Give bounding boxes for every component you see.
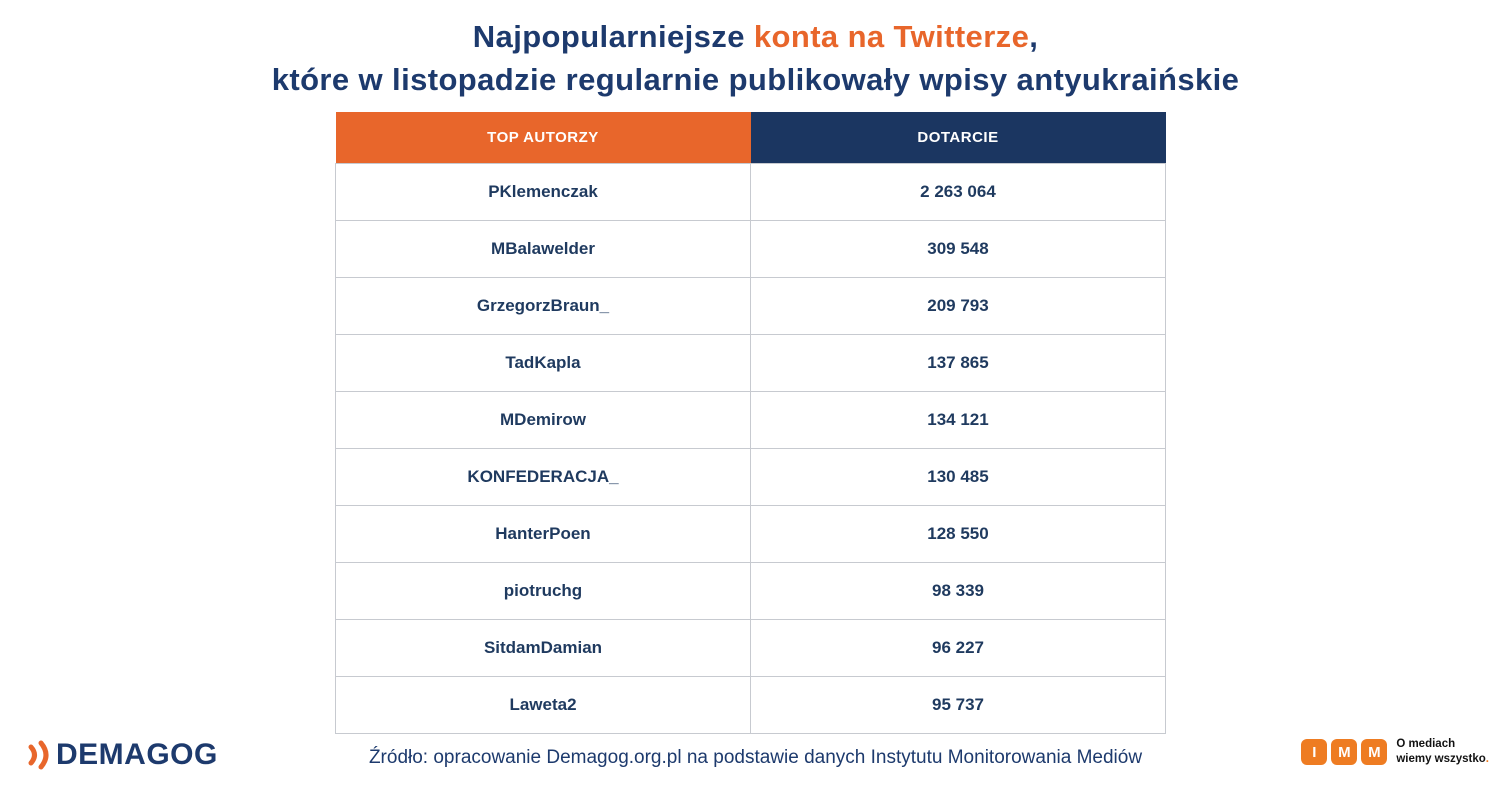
title-line-2: które w listopadzie regularnie publikowa… <box>271 61 1240 97</box>
data-table: TOP AUTORZY DOTARCIE PKlemenczak 2 263 06… <box>335 112 1166 734</box>
demagog-logo-text: DEMAGOG <box>56 738 218 771</box>
imm-letter-box-2: M <box>1331 739 1358 766</box>
reach-cell: 209 793 <box>750 276 1166 335</box>
author-cell: MDemirow <box>335 390 751 449</box>
table-row: SitdamDamian 96 227 <box>335 618 1166 677</box>
reach-cell: 134 121 <box>750 390 1166 449</box>
author-cell: KONFEDERACJA_ <box>335 447 751 506</box>
data-table-container: TOP AUTORZY DOTARCIE PKlemenczak 2 263 06… <box>335 112 1166 734</box>
imm-letter-m1: M <box>1338 743 1351 761</box>
imm-tagline: O mediach wiemy wszystko. <box>1396 737 1489 767</box>
reach-cell: 137 865 <box>750 333 1166 392</box>
reach-cell: 2 263 064 <box>750 162 1166 221</box>
demagog-logo-icon <box>28 740 49 770</box>
reach-cell: 128 550 <box>750 504 1166 563</box>
footer: DEMAGOG Źródło: opracowanie Demagog.org.… <box>0 725 1511 785</box>
imm-letter-m2: M <box>1368 743 1381 761</box>
demagog-logo: DEMAGOG <box>24 737 218 773</box>
author-cell: piotruchg <box>335 561 751 620</box>
author-cell: GrzegorzBraun_ <box>335 276 751 335</box>
author-cell: HanterPoen <box>335 504 751 563</box>
imm-tagline-line-1: O mediach <box>1396 738 1456 751</box>
reach-cell: 95 737 <box>750 675 1166 734</box>
imm-letter-box-1: I <box>1301 739 1328 766</box>
table-row: HanterPoen 128 550 <box>335 504 1166 563</box>
title-text-prefix: Najpopularniejsze <box>472 19 754 54</box>
imm-tagline-dot: . <box>1485 753 1489 766</box>
author-cell: MBalawelder <box>335 219 751 278</box>
table-row: TadKapla 137 865 <box>335 333 1166 392</box>
imm-letter-i: I <box>1312 743 1317 761</box>
imm-tagline-line-2: wiemy wszystko. <box>1396 752 1489 767</box>
reach-cell: 130 485 <box>750 447 1166 506</box>
author-cell: PKlemenczak <box>335 162 751 221</box>
reach-cell: 309 548 <box>750 219 1166 278</box>
table-body: PKlemenczak 2 263 064 MBalawelder 309 548 Gr… <box>335 162 1166 734</box>
author-cell: Laweta2 <box>335 675 751 734</box>
table-row: PKlemenczak 2 263 064 <box>335 162 1166 221</box>
imm-tagline-text: wiemy wszystko <box>1396 753 1486 766</box>
header-dotarcie: DOTARCIE <box>750 112 1166 163</box>
table-row: MDemirow 134 121 <box>335 390 1166 449</box>
title-line-1: Najpopularniejsze konta na Twitterze, <box>0 16 1511 59</box>
source-text: Źródło: opracowanie Demagog.org.pl na po… <box>368 747 1143 768</box>
reach-cell: 98 339 <box>750 561 1166 620</box>
table-row: piotruchg 98 339 <box>335 561 1166 620</box>
author-cell: SitdamDamian <box>335 618 751 677</box>
table-row: KONFEDERACJA_ 130 485 <box>335 447 1166 506</box>
table-row: Laweta2 95 737 <box>335 675 1166 734</box>
table-row: MBalawelder 309 548 <box>335 219 1166 278</box>
reach-cell: 96 227 <box>750 618 1166 677</box>
title-accent-text: konta na Twitterze <box>753 19 1030 54</box>
imm-logo-squares: I M M <box>1301 739 1388 766</box>
imm-letter-box-3: M <box>1361 739 1388 766</box>
title-text-suffix: , <box>1029 19 1039 54</box>
header-top-autorzy: TOP AUTORZY <box>335 112 751 163</box>
table-header-row: TOP AUTORZY DOTARCIE <box>335 112 1166 163</box>
imm-logo: I M M O mediach wiemy wszystko. <box>1301 737 1489 767</box>
title-block: Najpopularniejsze konta na Twitterze, kt… <box>0 0 1511 102</box>
author-cell: TadKapla <box>335 333 751 392</box>
table-row: GrzegorzBraun_ 209 793 <box>335 276 1166 335</box>
